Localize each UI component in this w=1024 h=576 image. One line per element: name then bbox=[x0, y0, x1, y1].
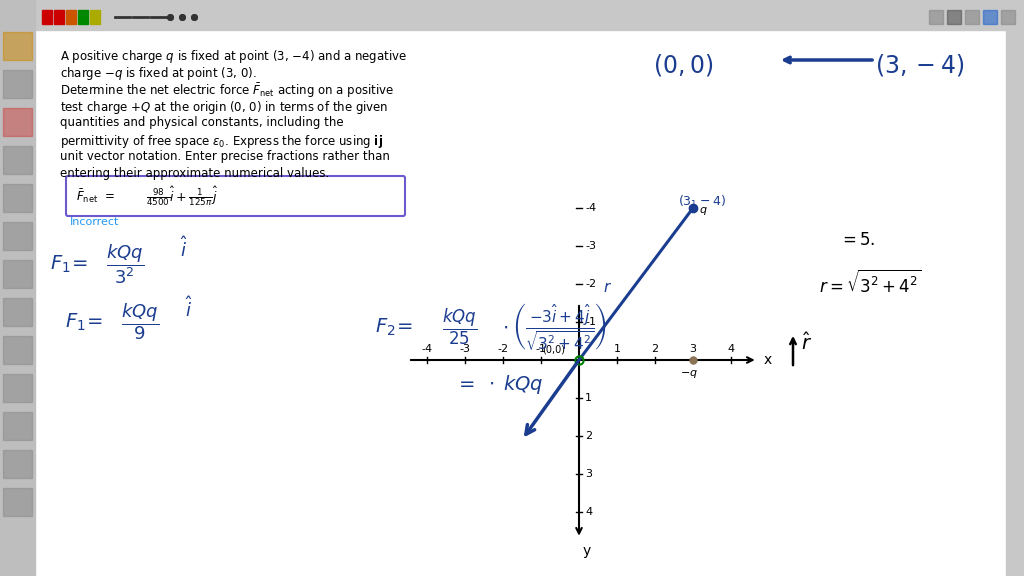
Bar bbox=[3, 374, 32, 402]
Text: 4: 4 bbox=[585, 507, 592, 517]
Text: A positive charge $q$ is fixed at point (3, $-$4) and a negative: A positive charge $q$ is fixed at point … bbox=[60, 48, 407, 65]
Bar bbox=[1006, 0, 1024, 576]
Text: $(0,0)$: $(0,0)$ bbox=[653, 52, 714, 78]
Text: $\left(\dfrac{-3\hat{i}+4\hat{j}}{\sqrt{3^2+4^2}}\right)$: $\left(\dfrac{-3\hat{i}+4\hat{j}}{\sqrt{… bbox=[513, 302, 607, 353]
Bar bbox=[3, 108, 32, 136]
Text: -2: -2 bbox=[585, 279, 596, 289]
Bar bbox=[3, 146, 32, 174]
Text: -4: -4 bbox=[585, 203, 596, 213]
Bar bbox=[54, 10, 63, 24]
Text: Determine the net electric force $\bar{F}_{\rm net}$ acting on a positive: Determine the net electric force $\bar{F… bbox=[60, 82, 394, 100]
Text: $-q$: $-q$ bbox=[680, 368, 698, 380]
Bar bbox=[965, 10, 979, 24]
Text: -2: -2 bbox=[498, 344, 509, 354]
Bar bbox=[3, 450, 32, 478]
Bar bbox=[78, 10, 88, 24]
Text: $r = \sqrt{3^2+4^2}$: $r = \sqrt{3^2+4^2}$ bbox=[819, 270, 922, 297]
Text: 3: 3 bbox=[585, 469, 592, 479]
Text: $(3_1-4)$: $(3_1-4)$ bbox=[678, 194, 726, 210]
Text: quantities and physical constants, including the: quantities and physical constants, inclu… bbox=[60, 116, 344, 129]
Text: entering their approximate numerical values.: entering their approximate numerical val… bbox=[60, 167, 330, 180]
Bar bbox=[1001, 10, 1015, 24]
Text: test charge $+Q$ at the origin (0, 0) in terms of the given: test charge $+Q$ at the origin (0, 0) in… bbox=[60, 99, 388, 116]
Text: y: y bbox=[583, 544, 591, 558]
Text: $\dfrac{kQq}{3^2}$: $\dfrac{kQq}{3^2}$ bbox=[106, 242, 144, 286]
FancyBboxPatch shape bbox=[66, 176, 406, 216]
Bar bbox=[3, 336, 32, 364]
Text: $r$: $r$ bbox=[603, 281, 612, 295]
Text: $q$: $q$ bbox=[699, 205, 708, 217]
Text: -1: -1 bbox=[585, 317, 596, 327]
Text: (0,0): (0,0) bbox=[542, 345, 565, 355]
Text: charge $-q$ is fixed at point (3, 0).: charge $-q$ is fixed at point (3, 0). bbox=[60, 65, 257, 82]
Text: $F_2\! =$: $F_2\! =$ bbox=[375, 316, 413, 338]
Text: 4: 4 bbox=[727, 344, 734, 354]
Text: $\hat{r}$: $\hat{r}$ bbox=[801, 332, 812, 354]
Bar bbox=[3, 260, 32, 288]
Text: $F_1\! =$: $F_1\! =$ bbox=[50, 253, 87, 275]
Text: 3: 3 bbox=[689, 344, 696, 354]
Text: $=\;\cdot\; kQq$: $=\;\cdot\; kQq$ bbox=[455, 373, 544, 396]
Bar bbox=[90, 10, 100, 24]
Text: 1: 1 bbox=[613, 344, 621, 354]
Text: Incorrect: Incorrect bbox=[70, 217, 120, 227]
Bar bbox=[3, 184, 32, 212]
Text: -3: -3 bbox=[585, 241, 596, 251]
Text: 1: 1 bbox=[585, 393, 592, 403]
Text: $\dfrac{kQq}{9}$: $\dfrac{kQq}{9}$ bbox=[121, 302, 159, 342]
Text: -3: -3 bbox=[460, 344, 470, 354]
Bar bbox=[3, 298, 32, 326]
Bar bbox=[3, 222, 32, 250]
Text: 2: 2 bbox=[585, 431, 592, 441]
Text: $= 5.$: $= 5.$ bbox=[839, 231, 876, 249]
Text: -4: -4 bbox=[422, 344, 432, 354]
Text: $F_1\! =$: $F_1\! =$ bbox=[65, 312, 102, 333]
Text: $\frac{98}{4500}\hat{i} + \frac{1}{125\pi}\hat{j}$: $\frac{98}{4500}\hat{i} + \frac{1}{125\p… bbox=[146, 184, 218, 208]
Bar bbox=[3, 70, 32, 98]
Text: $\hat{i}$: $\hat{i}$ bbox=[180, 237, 187, 262]
Bar bbox=[983, 10, 997, 24]
Bar bbox=[929, 10, 943, 24]
Text: 2: 2 bbox=[651, 344, 658, 354]
Bar bbox=[3, 488, 32, 516]
Text: x: x bbox=[764, 353, 772, 367]
Bar bbox=[42, 10, 52, 24]
Text: $(3,-4)$: $(3,-4)$ bbox=[874, 52, 965, 78]
Bar bbox=[0, 0, 35, 576]
Bar bbox=[3, 412, 32, 440]
Text: unit vector notation. Enter precise fractions rather than: unit vector notation. Enter precise frac… bbox=[60, 150, 390, 163]
Text: $\cdot$: $\cdot$ bbox=[502, 317, 508, 336]
Text: $\dfrac{kQq}{25}$: $\dfrac{kQq}{25}$ bbox=[442, 307, 477, 347]
Bar bbox=[66, 10, 76, 24]
Text: $\bar{F}_{\rm net}$  =: $\bar{F}_{\rm net}$ = bbox=[76, 187, 115, 204]
Bar bbox=[947, 10, 961, 24]
Text: $\hat{i}$: $\hat{i}$ bbox=[185, 297, 193, 321]
Bar bbox=[0, 0, 1024, 30]
Text: permittivity of free space $\varepsilon_0$. Express the force using $\mathbf{ij}: permittivity of free space $\varepsilon_… bbox=[60, 133, 383, 150]
Text: -1: -1 bbox=[536, 344, 547, 354]
Bar bbox=[3, 32, 32, 60]
